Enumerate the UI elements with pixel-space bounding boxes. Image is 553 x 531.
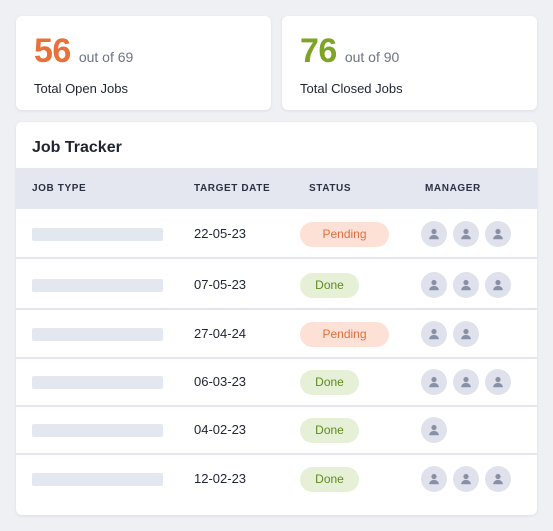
- job-type-placeholder: [32, 472, 163, 486]
- target-date: 22-05-23: [194, 225, 247, 241]
- user-icon[interactable]: [485, 220, 511, 247]
- closed-jobs-stat: 76 out of 90: [300, 34, 399, 68]
- closed-jobs-card: 76 out of 90 Total Closed Jobs: [282, 16, 537, 110]
- table-row[interactable]: 07-05-23 Done: [16, 261, 537, 310]
- open-jobs-count: 56: [34, 32, 71, 70]
- user-icon[interactable]: [421, 271, 447, 298]
- manager-avatars: [421, 271, 511, 298]
- status-badge: Pending: [300, 321, 389, 347]
- job-type-placeholder: [32, 375, 163, 389]
- closed-jobs-total: out of 90: [344, 49, 400, 65]
- manager-avatars: [421, 320, 479, 347]
- closed-jobs-label: Total Closed Jobs: [300, 81, 403, 96]
- job-tracker-title: Job Tracker: [32, 139, 122, 156]
- table-row[interactable]: 12-02-23 Done: [16, 454, 537, 503]
- job-type-placeholder: [32, 278, 163, 292]
- user-icon[interactable]: [453, 465, 479, 492]
- column-header-manager: MANAGER: [425, 183, 481, 194]
- status-badge: Pending: [300, 221, 389, 247]
- user-icon[interactable]: [421, 368, 447, 395]
- user-icon[interactable]: [421, 465, 447, 492]
- user-icon[interactable]: [421, 320, 447, 347]
- table-row[interactable]: 22-05-23 Pending: [16, 210, 537, 259]
- table-row[interactable]: 06-03-23 Done: [16, 358, 537, 407]
- user-icon[interactable]: [421, 416, 447, 443]
- manager-avatars: [421, 220, 511, 247]
- job-tracker-card: Job Tracker JOB TYPE TARGET DATE STATUS …: [16, 122, 537, 515]
- manager-avatars: [421, 465, 511, 492]
- user-icon[interactable]: [485, 465, 511, 492]
- open-jobs-label: Total Open Jobs: [34, 81, 128, 96]
- user-icon[interactable]: [453, 220, 479, 247]
- user-icon[interactable]: [485, 271, 511, 298]
- user-icon[interactable]: [421, 220, 447, 247]
- open-jobs-stat: 56 out of 69: [34, 34, 133, 68]
- user-icon[interactable]: [453, 368, 479, 395]
- manager-avatars: [421, 416, 447, 443]
- target-date: 12-02-23: [194, 470, 247, 486]
- user-icon[interactable]: [485, 368, 511, 395]
- user-icon[interactable]: [453, 320, 479, 347]
- user-icon[interactable]: [453, 271, 479, 298]
- column-header-job-type: JOB TYPE: [32, 183, 87, 194]
- job-type-placeholder: [32, 227, 163, 241]
- target-date: 06-03-23: [194, 373, 247, 389]
- column-header-target-date: TARGET DATE: [194, 183, 271, 194]
- closed-jobs-count: 76: [300, 32, 337, 70]
- table-header: JOB TYPE TARGET DATE STATUS MANAGER: [16, 168, 537, 209]
- target-date: 27-04-24: [194, 325, 247, 341]
- open-jobs-card: 56 out of 69 Total Open Jobs: [16, 16, 271, 110]
- job-type-placeholder: [32, 327, 163, 341]
- table-row[interactable]: 04-02-23 Done: [16, 406, 537, 455]
- manager-avatars: [421, 368, 511, 395]
- open-jobs-total: out of 69: [78, 49, 134, 65]
- status-badge: Done: [300, 272, 359, 298]
- target-date: 04-02-23: [194, 421, 247, 437]
- status-badge: Done: [300, 466, 359, 492]
- column-header-status: STATUS: [309, 183, 352, 194]
- table-row[interactable]: 27-04-24 Pending: [16, 310, 537, 359]
- target-date: 07-05-23: [194, 276, 247, 292]
- status-badge: Done: [300, 417, 359, 443]
- job-type-placeholder: [32, 423, 163, 437]
- status-badge: Done: [300, 369, 359, 395]
